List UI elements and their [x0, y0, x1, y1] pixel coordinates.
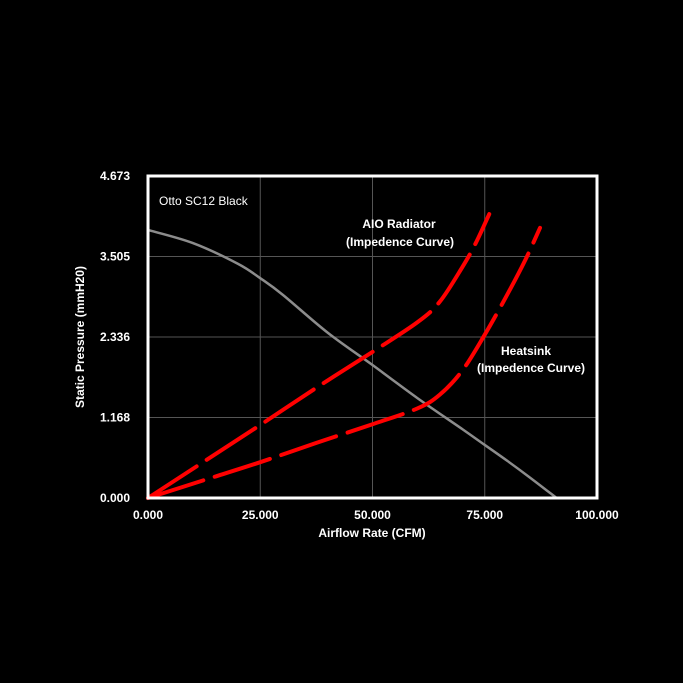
y-tick-label: 2.336 [100, 330, 130, 344]
y-tick-labels: 0.000 1.168 2.336 3.505 4.673 [100, 169, 130, 505]
series-line-2 [146, 225, 542, 500]
y-tick-label: 3.505 [100, 249, 130, 263]
x-tick-label: 100.000 [575, 508, 619, 522]
x-tick-labels: 0.000 25.000 50.000 75.000 100.000 [133, 508, 619, 522]
series-line-0 [146, 228, 558, 500]
y-tick-label: 1.168 [100, 411, 130, 425]
plot-frame [146, 174, 599, 500]
x-tick-label: 25.000 [242, 508, 279, 522]
y-tick-label: 0.000 [100, 491, 130, 505]
x-axis-label: Airflow Rate (CFM) [318, 526, 425, 540]
y-tick-label: 4.673 [100, 169, 130, 183]
series-line-1 [146, 212, 492, 500]
aio-label-line2: (Impedence Curve) [346, 235, 454, 249]
chart-title: Otto SC12 Black [159, 194, 249, 208]
x-tick-label: 75.000 [466, 508, 503, 522]
y-axis-label: Static Pressure (mmH20) [73, 266, 87, 408]
series-group [146, 212, 558, 500]
heatsink-label-line1: Heatsink [501, 344, 551, 358]
x-tick-label: 0.000 [133, 508, 163, 522]
heatsink-label-line2: (Impedence Curve) [477, 361, 585, 375]
aio-label-line1: AIO Radiator [362, 217, 436, 231]
x-tick-label: 50.000 [354, 508, 391, 522]
